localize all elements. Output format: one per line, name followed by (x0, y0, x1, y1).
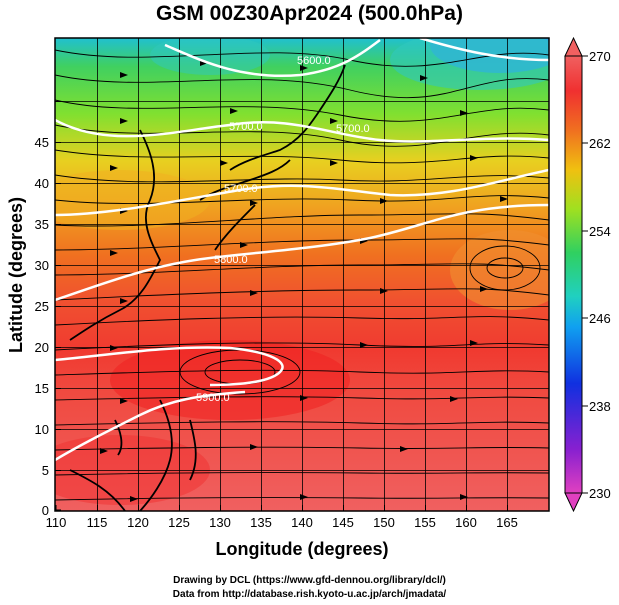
x-tick-label: 160 (455, 515, 477, 530)
x-tick-label: 130 (209, 515, 231, 530)
x-tick-label: 140 (291, 515, 313, 530)
y-axis-title: Latitude (degrees) (6, 197, 26, 353)
height-contours (55, 38, 549, 462)
chart-title: GSM 00Z30Apr2024 (500.0hPa) (156, 2, 463, 25)
y-tick-label: 25 (35, 299, 49, 314)
colorbar-label: 246 (589, 311, 611, 326)
colorbar: 270 262 254 246 238 230 (564, 36, 611, 513)
credit-data: Data from http://database.rish.kyoto-u.a… (172, 589, 447, 600)
contour-label: 5700.0 (229, 121, 263, 133)
colorbar-label: 262 (589, 136, 611, 151)
colorbar-scale (564, 55, 583, 494)
x-tick-label: 125 (168, 515, 190, 530)
x-tick-label: 135 (250, 515, 272, 530)
y-tick-label: 15 (35, 381, 49, 396)
x-tick-label: 150 (373, 515, 395, 530)
coastlines (69, 64, 346, 511)
x-tick-label: 120 (127, 515, 149, 530)
y-tick-label: 5 (42, 463, 49, 478)
contour-label: 5600.0 (297, 55, 331, 67)
y-tick-label: 30 (35, 258, 49, 273)
x-tick-labels: 110 115 120 125 130 135 140 145 150 155 … (46, 515, 518, 530)
contour-label: 5700.0 (336, 123, 370, 135)
contour-label: 5800.0 (214, 254, 248, 266)
colorbar-label: 230 (589, 486, 611, 501)
colorbar-min-arrow (564, 492, 583, 513)
colorbar-label: 254 (589, 224, 611, 239)
y-tick-marks (55, 101, 61, 511)
x-tick-label: 155 (414, 515, 436, 530)
y-tick-label: 40 (35, 176, 49, 191)
colorbar-max-arrow (564, 36, 583, 57)
y-tick-label: 20 (35, 340, 49, 355)
y-tick-label: 10 (35, 422, 49, 437)
wind-streamlines (55, 49, 549, 501)
contour-label: 5900.0 (196, 392, 230, 404)
x-tick-label: 165 (496, 515, 518, 530)
y-tick-label: 35 (35, 217, 49, 232)
contour-label: 5700.0 (224, 183, 258, 195)
x-tick-label: 115 (87, 515, 108, 530)
x-axis-title: Longitude (degrees) (215, 539, 388, 559)
contour-labels: 5600.0 5700.0 5700.0 5700.0 5800.0 5900.… (196, 55, 370, 404)
graticule (55, 38, 549, 511)
x-tick-label: 110 (46, 515, 67, 530)
credit-drawing: Drawing by DCL (https://www.gfd-dennou.o… (173, 575, 446, 586)
colorbar-label: 238 (589, 399, 611, 414)
y-tick-label: 45 (35, 135, 49, 150)
y-tick-labels: 0 5 10 15 20 25 30 35 40 45 (35, 135, 49, 518)
wind-arrows (100, 60, 508, 502)
y-tick-label: 0 (42, 503, 49, 518)
x-tick-label: 145 (332, 515, 354, 530)
colorbar-label: 270 (589, 49, 611, 64)
